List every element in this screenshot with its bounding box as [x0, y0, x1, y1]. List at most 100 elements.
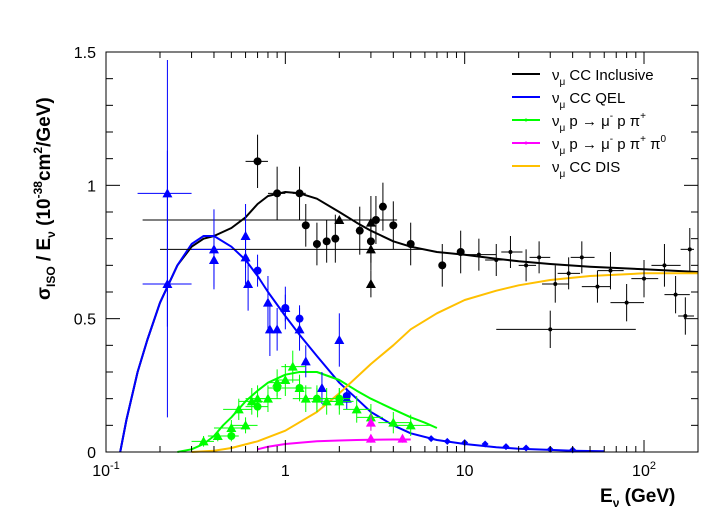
- legend-label: νμ p → μ- p π+: [552, 111, 646, 134]
- y-iso: ISO: [44, 266, 58, 287]
- data-point-dot: [642, 276, 647, 281]
- data-point-triangle: [233, 404, 244, 414]
- legend-label: νμ p → μ- p π+ π0: [552, 134, 667, 157]
- data-point-dot: [537, 255, 542, 260]
- data-point-diamond: [427, 435, 435, 443]
- data-point-circle: [378, 202, 387, 211]
- data-point-circle: [312, 240, 321, 248]
- legend-label: νμ CC Inclusive: [552, 67, 654, 88]
- data-point-triangle: [388, 417, 399, 427]
- y-open: (10: [34, 198, 55, 231]
- legend-label: νμ CC QEL: [552, 90, 625, 111]
- data-point-dot: [608, 268, 613, 273]
- data-point-circle: [295, 384, 304, 392]
- data-point-triangle: [243, 279, 254, 288]
- data-point-circle: [281, 304, 290, 312]
- data-point-dot: [683, 314, 688, 318]
- data-point-triangle: [334, 215, 345, 224]
- data-point-circle: [273, 384, 282, 392]
- data-point-dot: [553, 282, 558, 286]
- data-point-dot: [673, 292, 678, 297]
- y-axis-title: σISO / Eν (10-38cm2/GeV): [31, 97, 58, 300]
- plot-frame: [105, 51, 699, 453]
- data-point-triangle: [262, 297, 273, 307]
- data-point-dot: [687, 247, 692, 252]
- data-point-dot: [662, 263, 667, 268]
- y-tick-label: 0.5: [74, 312, 96, 329]
- data-point-dot: [548, 327, 553, 332]
- data-point-dot: [508, 250, 513, 254]
- y-tick-label: 0: [87, 445, 96, 462]
- data-point-triangle: [300, 356, 311, 366]
- data-point-circle: [355, 226, 364, 235]
- legend-marker: [524, 141, 528, 145]
- data-point-triangle: [198, 436, 209, 446]
- data-point-triangle: [226, 423, 237, 432]
- data-point-circle: [295, 189, 304, 198]
- y-close: /GeV): [34, 97, 55, 147]
- data-point-circle: [406, 240, 415, 248]
- y-tick-label: 1.5: [74, 45, 96, 62]
- data-point-circle: [322, 237, 331, 246]
- axes: 10-1 1 10 102 0 0.5 1 1.5: [74, 45, 699, 480]
- data-point-diamond: [522, 444, 530, 452]
- series-curve: [257, 438, 411, 451]
- data-point-triangle: [264, 324, 275, 334]
- data-point-dot: [624, 300, 629, 305]
- data-point-triangle: [405, 420, 416, 430]
- data-point-triangle: [287, 361, 298, 371]
- data-point-triangle: [397, 433, 408, 443]
- data-point-triangle: [280, 375, 291, 384]
- data-point-triangle: [246, 396, 257, 406]
- data-point-circle: [295, 314, 304, 323]
- y-two: 2: [31, 147, 45, 154]
- data-point-circle: [312, 394, 321, 403]
- x-tick-label: 1: [281, 463, 290, 480]
- data-point-circle: [227, 432, 236, 440]
- data-point-triangle: [262, 393, 273, 403]
- data-point-circle: [253, 157, 262, 166]
- x-unit: (GeV): [619, 486, 675, 507]
- y-unit: cm: [34, 154, 55, 181]
- data-point-circle: [335, 394, 344, 403]
- data-point-triangle: [365, 417, 376, 427]
- data-points: [137, 60, 695, 454]
- data-point-diamond: [443, 437, 451, 445]
- data-point-dot: [579, 255, 584, 260]
- data-point-triangle: [365, 433, 376, 443]
- data-point-dot: [595, 284, 600, 289]
- x-axis-title: Eν (GeV): [600, 486, 675, 510]
- series-curve: [191, 272, 698, 453]
- data-point-circle: [253, 266, 262, 275]
- data-point-diamond: [502, 443, 510, 451]
- data-point-triangle: [365, 217, 376, 227]
- y-slash: / E: [34, 238, 55, 267]
- data-point-circle: [301, 221, 310, 230]
- data-point-circle: [331, 234, 340, 243]
- data-point-dot: [524, 263, 529, 268]
- data-point-triangle: [162, 279, 173, 288]
- data-point-circle: [253, 402, 262, 411]
- data-point-triangle: [334, 335, 345, 344]
- legend-marker: [524, 118, 528, 122]
- data-point-triangle: [351, 404, 362, 414]
- x-nu: ν: [613, 496, 620, 510]
- data-point-circle: [342, 392, 351, 400]
- y-tick-label: 1: [87, 178, 96, 195]
- x-tick-label: 102: [632, 460, 656, 480]
- data-point-circle: [438, 261, 447, 270]
- data-point-diamond: [481, 440, 489, 448]
- y-nu: ν: [44, 231, 58, 238]
- svg-text:σISO / Eν (10-38cm2/GeV): σISO / Eν (10-38cm2/GeV): [31, 97, 58, 300]
- data-point-circle: [273, 189, 282, 198]
- data-point-dot: [494, 258, 499, 262]
- x-tick-label: 10: [456, 463, 474, 480]
- x-tick-label: 10-1: [92, 460, 120, 480]
- x-e: E: [600, 486, 613, 507]
- data-point-dot: [566, 271, 571, 276]
- y-sigma: σ: [34, 287, 55, 300]
- data-point-dot: [476, 252, 481, 257]
